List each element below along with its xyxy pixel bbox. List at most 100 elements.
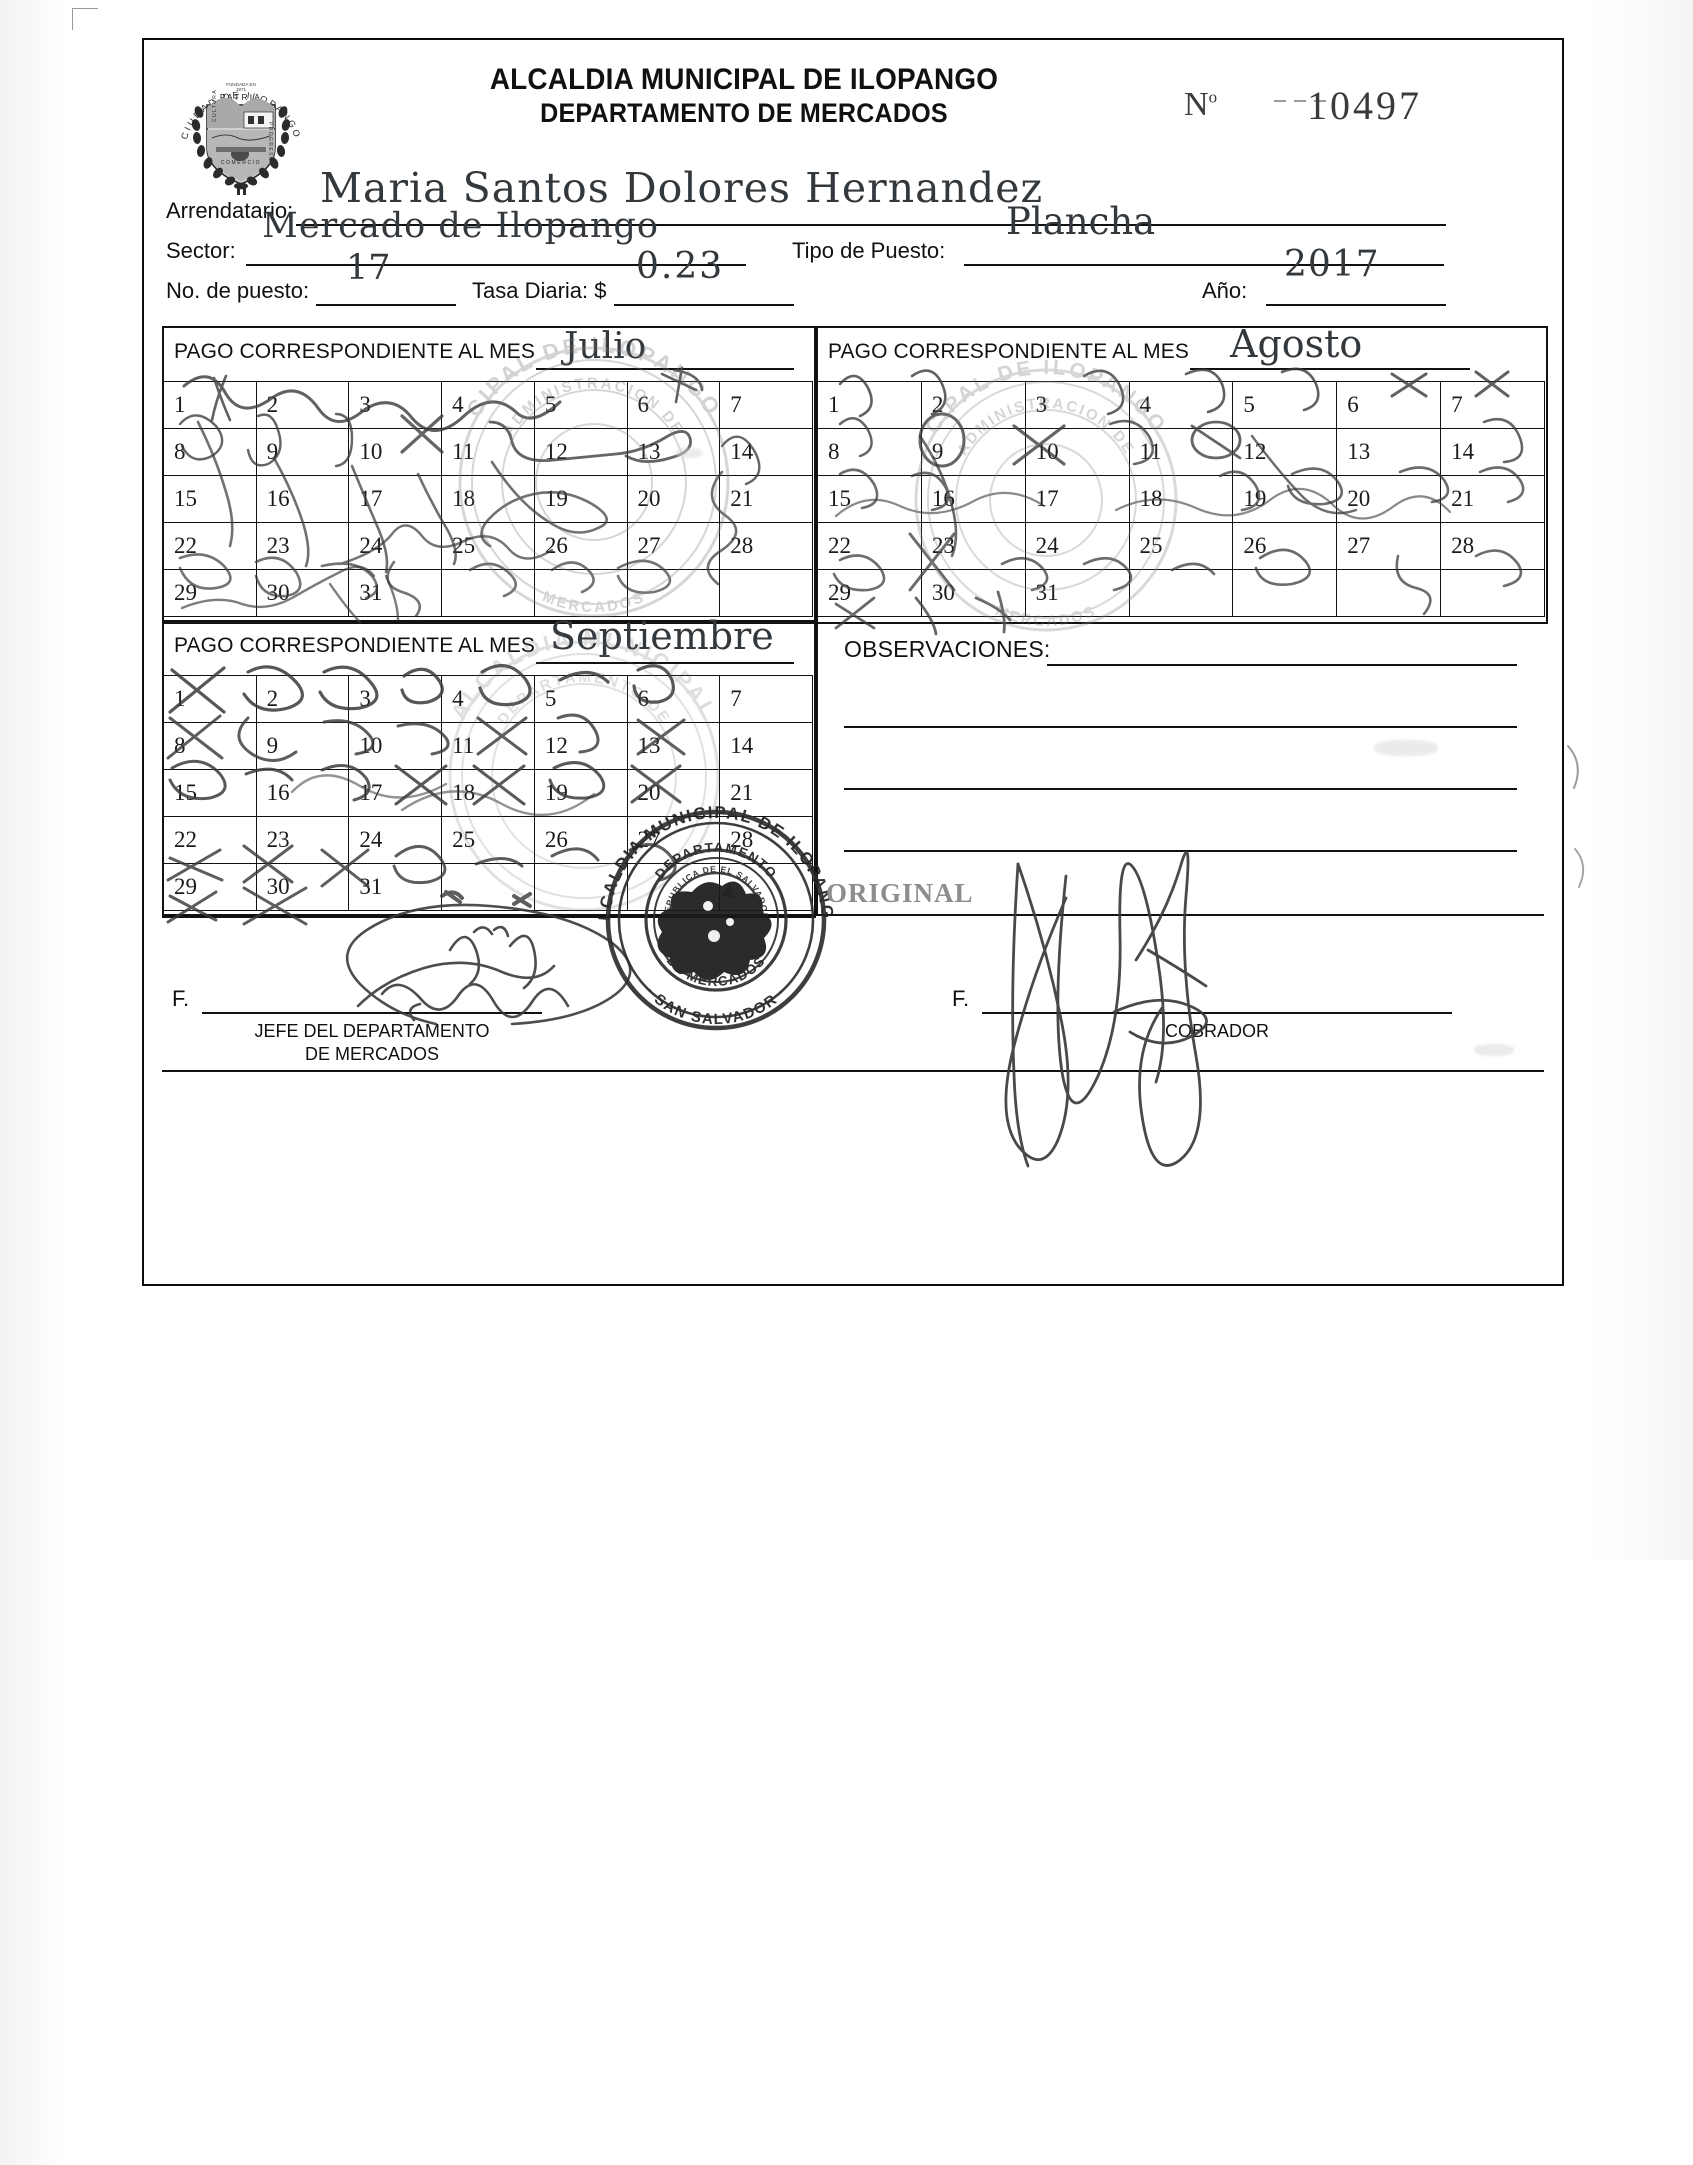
day-cell[interactable]: 10	[348, 428, 443, 476]
day-cell-empty[interactable]	[441, 863, 535, 911]
day-cell[interactable]: 18	[441, 769, 535, 817]
day-cell[interactable]: 6	[1336, 381, 1442, 429]
day-cell[interactable]: 9	[255, 428, 350, 476]
table-row[interactable]: 29 30 31	[163, 569, 813, 617]
day-cell[interactable]: 4	[1128, 381, 1234, 429]
day-cell[interactable]: 20	[1336, 475, 1442, 523]
day-cell[interactable]: 30	[920, 569, 1026, 617]
day-cell[interactable]: 11	[441, 428, 535, 476]
day-cell[interactable]: 18	[1128, 475, 1234, 523]
day-cell[interactable]: 11	[441, 722, 535, 770]
day-cell[interactable]: 4	[441, 381, 535, 429]
day-cell[interactable]: 23	[255, 816, 350, 864]
day-cell[interactable]: 11	[1128, 428, 1234, 476]
day-cell-empty[interactable]	[1336, 569, 1442, 617]
day-cell[interactable]: 6	[626, 675, 721, 723]
day-cell[interactable]: 28	[719, 522, 813, 570]
day-cell[interactable]: 24	[1024, 522, 1130, 570]
table-row[interactable]: 15 16 17 18 19 20 21	[163, 769, 813, 817]
day-cell[interactable]: 13	[626, 722, 721, 770]
table-row[interactable]: 22 23 24 25 26 27 28	[163, 522, 813, 570]
day-cell[interactable]: 7	[719, 381, 813, 429]
day-cell[interactable]: 4	[441, 675, 535, 723]
day-cell[interactable]: 28	[719, 816, 813, 864]
day-cell[interactable]: 27	[626, 816, 721, 864]
day-cell[interactable]: 14	[719, 428, 813, 476]
day-cell[interactable]: 27	[626, 522, 721, 570]
day-cell[interactable]: 19	[1232, 475, 1338, 523]
table-row[interactable]: 8 9 10 11 12 13 14	[163, 428, 813, 476]
day-cell[interactable]: 29	[163, 863, 257, 911]
day-cell[interactable]: 15	[817, 475, 922, 523]
observaciones-line-1[interactable]	[1047, 664, 1517, 666]
day-cell[interactable]: 15	[163, 769, 257, 817]
day-cell[interactable]: 28	[1440, 522, 1545, 570]
day-cell[interactable]: 17	[348, 475, 443, 523]
day-cell[interactable]: 25	[441, 816, 535, 864]
table-row[interactable]: 15 16 17 18 19 20 21	[163, 475, 813, 523]
observaciones-line-4[interactable]	[844, 850, 1517, 852]
day-cell-empty[interactable]	[1128, 569, 1234, 617]
day-cell[interactable]: 14	[719, 722, 813, 770]
day-cell[interactable]: 16	[255, 769, 350, 817]
day-cell[interactable]: 21	[719, 769, 813, 817]
day-cell[interactable]: 26	[1232, 522, 1338, 570]
day-cell[interactable]: 14	[1440, 428, 1545, 476]
table-row[interactable]: 29 30 31	[817, 569, 1545, 617]
day-cell[interactable]: 30	[255, 863, 350, 911]
day-cell[interactable]: 19	[533, 475, 628, 523]
day-cell[interactable]: 16	[255, 475, 350, 523]
day-cell[interactable]: 5	[533, 381, 628, 429]
day-cell-empty[interactable]	[626, 863, 721, 911]
signature-right-rule[interactable]	[982, 1012, 1452, 1014]
day-cell[interactable]: 13	[626, 428, 721, 476]
day-cell[interactable]: 18	[441, 475, 535, 523]
day-cell[interactable]: 31	[348, 863, 443, 911]
day-cell-empty[interactable]	[626, 569, 721, 617]
table-row[interactable]: 22 23 24 25 26 27 28	[817, 522, 1545, 570]
day-cell[interactable]: 3	[1024, 381, 1130, 429]
day-cell-empty[interactable]	[533, 569, 628, 617]
signature-left-rule[interactable]	[202, 1012, 542, 1014]
day-cell[interactable]: 24	[348, 522, 443, 570]
day-cell[interactable]: 24	[348, 816, 443, 864]
day-cell[interactable]: 10	[348, 722, 443, 770]
day-cell[interactable]: 9	[255, 722, 350, 770]
day-cell-empty[interactable]	[719, 569, 813, 617]
day-cell[interactable]: 1	[817, 381, 922, 429]
table-row[interactable]: 8 9 10 11 12 13 14	[817, 428, 1545, 476]
day-cell[interactable]: 19	[533, 769, 628, 817]
day-cell[interactable]: 22	[163, 816, 257, 864]
day-cell[interactable]: 6	[626, 381, 721, 429]
day-cell-empty[interactable]	[533, 863, 628, 911]
day-cell[interactable]: 12	[533, 722, 628, 770]
day-cell[interactable]: 5	[1232, 381, 1338, 429]
day-cell[interactable]: 8	[817, 428, 922, 476]
day-cell[interactable]: 8	[163, 722, 257, 770]
day-cell[interactable]: 29	[163, 569, 257, 617]
table-row[interactable]: 8 9 10 11 12 13 14	[163, 722, 813, 770]
day-cell-empty[interactable]	[441, 569, 535, 617]
day-cell[interactable]: 15	[163, 475, 257, 523]
day-cell[interactable]: 3	[348, 675, 443, 723]
day-cell[interactable]: 22	[163, 522, 257, 570]
day-cell[interactable]: 10	[1024, 428, 1130, 476]
day-cell[interactable]: 26	[533, 816, 628, 864]
day-cell[interactable]: 17	[1024, 475, 1130, 523]
observaciones-line-3[interactable]	[844, 788, 1517, 790]
day-cell[interactable]: 29	[817, 569, 922, 617]
day-cell[interactable]: 9	[920, 428, 1026, 476]
day-cell[interactable]: 23	[255, 522, 350, 570]
day-cell[interactable]: 27	[1336, 522, 1442, 570]
day-cell[interactable]: 21	[719, 475, 813, 523]
day-cell[interactable]: 30	[255, 569, 350, 617]
day-cell[interactable]: 20	[626, 475, 721, 523]
day-cell-empty[interactable]	[1440, 569, 1545, 617]
day-cell[interactable]: 7	[719, 675, 813, 723]
table-row[interactable]: 29 30 31	[163, 863, 813, 911]
